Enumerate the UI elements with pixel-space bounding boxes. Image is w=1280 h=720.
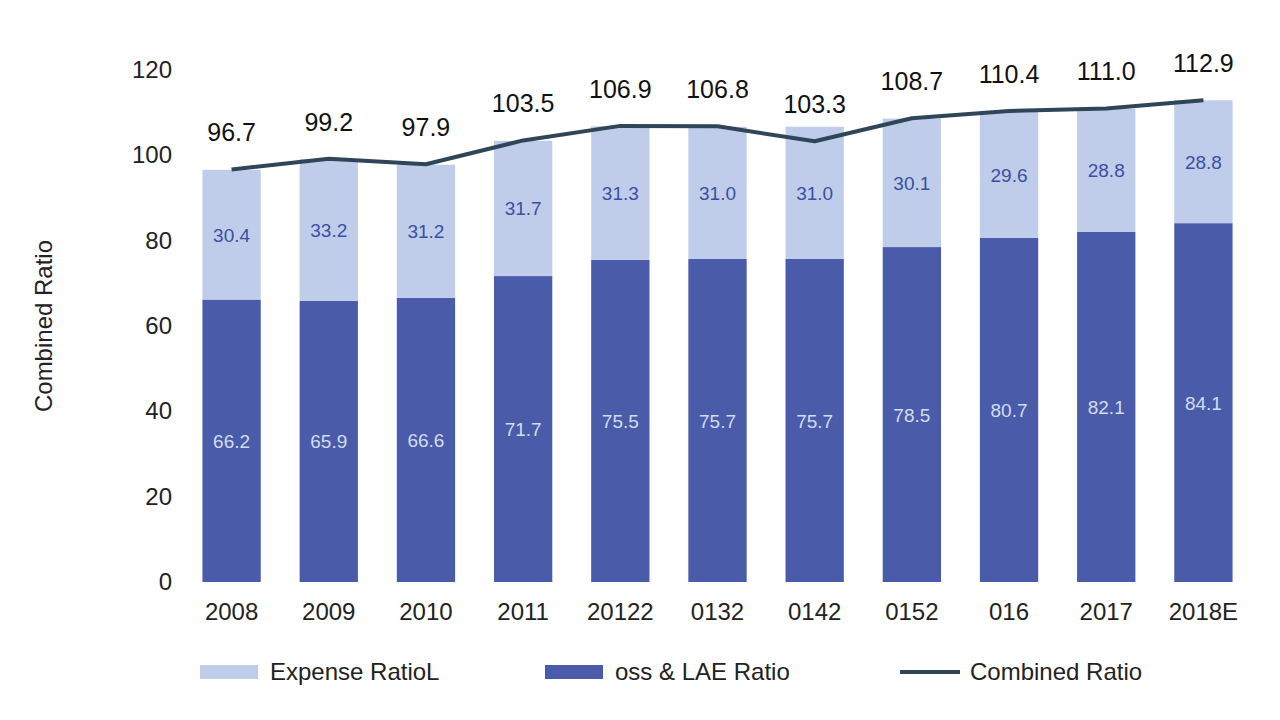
- y-tick-label: 20: [145, 483, 172, 510]
- line-label: 96.7: [207, 118, 256, 146]
- line-label: 97.9: [402, 113, 451, 141]
- line-label: 112.9: [1173, 49, 1234, 77]
- line-label: 106.8: [686, 75, 749, 103]
- bar-label: 82.1: [1088, 397, 1125, 418]
- bar: [494, 276, 552, 582]
- bar-label: 75.5: [602, 411, 639, 432]
- legend-swatch: [200, 665, 258, 679]
- y-tick-label: 80: [145, 227, 172, 254]
- bar: [883, 119, 941, 247]
- x-tick-label: 20122: [587, 598, 654, 625]
- y-tick-label: 60: [145, 312, 172, 339]
- bar-label: 30.1: [893, 173, 930, 194]
- line-label: 103.3: [783, 90, 846, 118]
- line-label: 106.9: [589, 75, 652, 103]
- bar: [883, 247, 941, 582]
- bar: [688, 259, 746, 582]
- x-tick-label: 2009: [302, 598, 355, 625]
- bar-label: 28.8: [1088, 160, 1125, 181]
- x-tick-label: 2017: [1080, 598, 1133, 625]
- y-axis-title: Combined Ratio: [30, 240, 57, 412]
- legend-label: Combined Ratio: [970, 658, 1142, 685]
- bar: [1077, 109, 1135, 232]
- bar: [202, 170, 260, 300]
- bar-label: 75.7: [699, 411, 736, 432]
- bar: [591, 126, 649, 260]
- bar-label: 65.9: [310, 431, 347, 452]
- bar-label: 31.0: [796, 183, 833, 204]
- bar: [397, 165, 455, 298]
- chart: Combined Ratio 0 20 40 60 80 100 120 2008 2009 201…: [0, 0, 1280, 720]
- bar-label: 66.2: [213, 431, 250, 452]
- bar-label: 29.6: [991, 165, 1028, 186]
- bar-label: 71.7: [505, 419, 542, 440]
- bar-label: 31.0: [699, 183, 736, 204]
- x-tick-label: 2011: [497, 598, 549, 625]
- line: [232, 100, 1204, 169]
- y-tick-label: 0: [159, 568, 172, 595]
- bar-label: 31.3: [602, 183, 639, 204]
- legend-label: Expense RatioL: [270, 658, 439, 685]
- bar-label: 78.5: [893, 405, 930, 426]
- bar: [786, 259, 844, 582]
- x-tick-label: 0132: [691, 598, 744, 625]
- x-tick-label: 2018E: [1169, 598, 1238, 625]
- bar-label: 31.7: [505, 198, 542, 219]
- data-labels: 66.2 65.9 66.6 71.7 75.5 75.7 75.7 78.5 80.7 82.1…: [207, 49, 1234, 452]
- bar-label: 28.8: [1185, 152, 1222, 173]
- bar: [1174, 223, 1232, 582]
- bar: [202, 300, 260, 582]
- bar-label: 30.4: [213, 225, 250, 246]
- y-tick-label: 100: [132, 141, 172, 168]
- line-label: 103.5: [492, 89, 555, 117]
- bar-label: 75.7: [796, 411, 833, 432]
- bar-label: 31.2: [407, 221, 444, 242]
- bar-label: 80.7: [991, 400, 1028, 421]
- bar: [494, 141, 552, 276]
- bar: [300, 301, 358, 582]
- bar-label: 84.1: [1185, 393, 1222, 414]
- bar: [786, 127, 844, 259]
- legend-label: oss & LAE Ratio: [615, 658, 790, 685]
- legend-swatch: [545, 665, 603, 679]
- y-tick-label: 40: [145, 397, 172, 424]
- line-label: 99.2: [304, 108, 353, 136]
- bar: [980, 238, 1038, 582]
- bar: [397, 298, 455, 582]
- bar: [300, 159, 358, 301]
- bar-label: 33.2: [310, 220, 347, 241]
- x-tick-label: 2008: [205, 598, 258, 625]
- x-tick-label: 0142: [788, 598, 841, 625]
- plot-data: [202, 100, 1232, 582]
- bar-label: 66.6: [407, 430, 444, 451]
- x-tick-label: 016: [989, 598, 1029, 625]
- x-tick-label: 2010: [399, 598, 452, 625]
- legend-swatch: [900, 670, 960, 674]
- line-label: 111.0: [1077, 57, 1136, 85]
- bar: [1174, 100, 1232, 223]
- bar: [591, 260, 649, 582]
- line-label: 110.4: [979, 60, 1040, 88]
- line-label: 108.7: [881, 67, 944, 95]
- y-tick-label: 120: [132, 56, 172, 83]
- bar: [688, 127, 746, 259]
- bar: [1077, 232, 1135, 582]
- legend: Expense RatioL oss & LAE Ratio Combined Ra…: [200, 658, 1142, 685]
- bar: [980, 111, 1038, 237]
- x-tick-label: 0152: [885, 598, 938, 625]
